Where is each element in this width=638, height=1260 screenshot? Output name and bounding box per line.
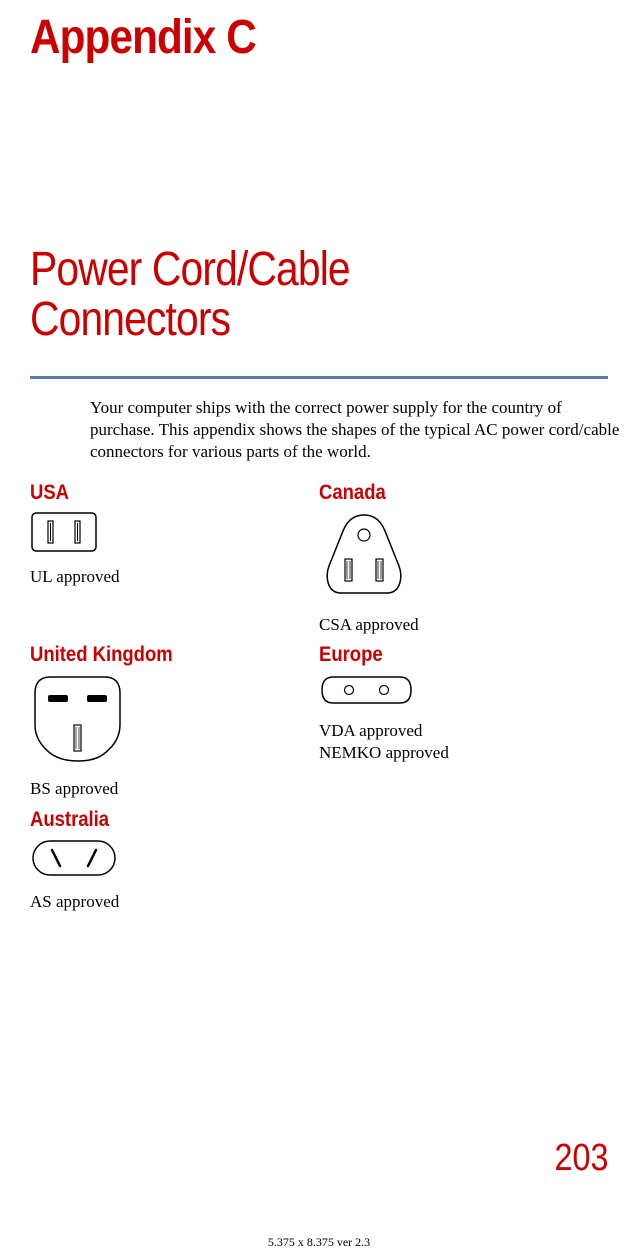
connector-canada: Canada CSA approved (319, 481, 608, 635)
connector-australia: Australia AS approved (30, 808, 319, 912)
country-heading-uk: United Kingdom (30, 643, 284, 667)
connector-usa: USA UL approved (30, 481, 319, 635)
title-divider (30, 376, 608, 379)
connector-uk: United Kingdom BS approved (30, 643, 319, 799)
plug-figure-usa (30, 511, 319, 558)
main-title: Power Cord/Cable Connectors (30, 245, 521, 346)
plug-figure-uk (30, 673, 319, 770)
country-heading-canada: Canada (319, 481, 573, 505)
intro-paragraph: Your computer ships with the correct pow… (90, 397, 620, 463)
appendix-heading: Appendix C (30, 10, 539, 65)
approval-europe: VDA approved NEMKO approved (319, 720, 608, 763)
country-heading-usa: USA (30, 481, 284, 505)
country-heading-australia: Australia (30, 808, 284, 832)
plug-figure-europe (319, 673, 608, 712)
plug-figure-australia (30, 838, 319, 883)
approval-usa: UL approved (30, 566, 319, 587)
footer-version: 5.375 x 8.375 ver 2.3 (0, 1235, 638, 1250)
approval-canada: CSA approved (319, 614, 608, 635)
approval-australia: AS approved (30, 891, 319, 912)
approval-europe-line2: NEMKO approved (319, 742, 608, 763)
plug-figure-canada (319, 511, 608, 606)
approval-europe-line1: VDA approved (319, 720, 608, 741)
connectors-grid: USA UL approved Canada (30, 481, 608, 920)
approval-uk: BS approved (30, 778, 319, 799)
country-heading-europe: Europe (319, 643, 573, 667)
connector-europe: Europe VDA approved NEMKO approved (319, 643, 608, 799)
page-number: 203 (554, 1137, 608, 1180)
